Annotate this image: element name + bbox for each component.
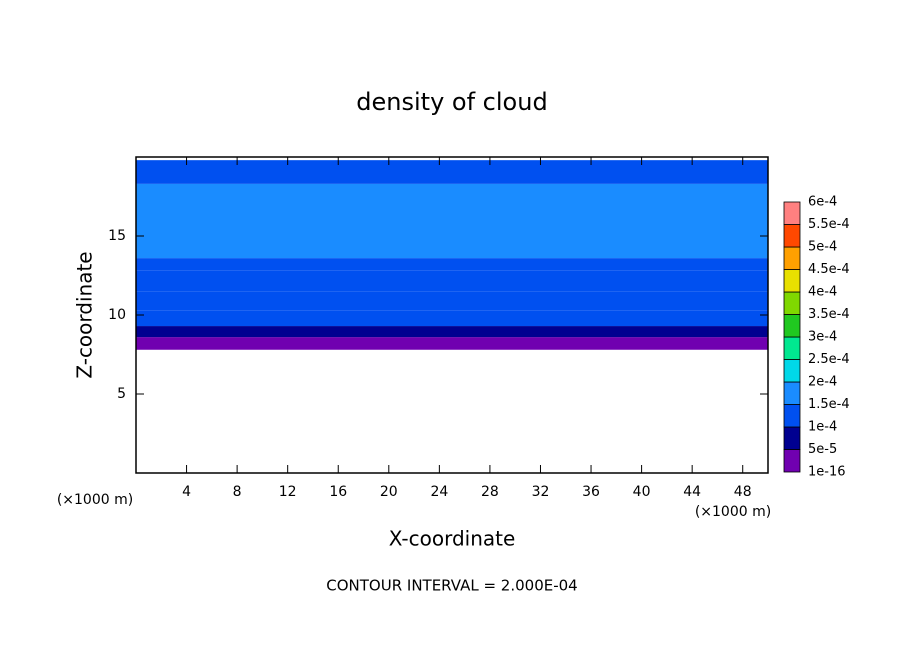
colorbar-label: 3.5e-4 xyxy=(808,307,850,322)
x-unit: (×1000 m) xyxy=(695,504,771,520)
x-tick-label: 16 xyxy=(329,484,347,500)
colorbar-label: 4e-4 xyxy=(808,285,837,300)
contour-band xyxy=(136,291,768,311)
colorbar-box xyxy=(783,224,801,248)
contour-band xyxy=(136,337,768,350)
colorbar-label: 2.5e-4 xyxy=(808,352,850,367)
x-tick-label: 24 xyxy=(430,484,448,500)
x-tick-label: 48 xyxy=(734,484,752,500)
contour-band xyxy=(136,183,768,259)
x-tick-label: 44 xyxy=(683,484,701,500)
colorbar-label: 4.5e-4 xyxy=(808,262,850,277)
colorbar-label: 5e-5 xyxy=(808,442,837,457)
colorbar-box xyxy=(783,336,801,360)
contour-band xyxy=(136,160,768,184)
x-tick-label: 20 xyxy=(380,484,398,500)
colorbar-box xyxy=(783,449,801,473)
y-tick-label: 15 xyxy=(108,228,126,244)
colorbar-box xyxy=(783,269,801,293)
colorbar-box xyxy=(783,291,801,315)
footer-note: CONTOUR INTERVAL = 2.000E-04 xyxy=(326,577,577,595)
contour-band xyxy=(136,326,768,338)
y-tick-label: 10 xyxy=(108,307,126,323)
x-tick-label: 8 xyxy=(233,484,242,500)
colorbar-box xyxy=(783,404,801,428)
contour-band xyxy=(136,310,768,327)
colorbar-label: 2e-4 xyxy=(808,375,837,390)
x-tick-label: 32 xyxy=(532,484,550,500)
colorbar-box xyxy=(783,359,801,383)
colorbar-label: 1e-16 xyxy=(808,465,846,480)
contour-band xyxy=(136,258,768,271)
x-tick-label: 40 xyxy=(633,484,651,500)
x-axis-label: X-coordinate xyxy=(389,527,516,551)
colorbar-label: 3e-4 xyxy=(808,330,837,345)
colorbar-label: 1.5e-4 xyxy=(808,397,850,412)
colorbar-box xyxy=(783,246,801,270)
colorbar-box xyxy=(783,426,801,450)
y-unit: (×1000 m) xyxy=(57,492,133,508)
colorbar-label: 1e-4 xyxy=(808,420,837,435)
chart-title: density of cloud xyxy=(356,88,547,116)
colorbar-label: 6e-4 xyxy=(808,195,837,210)
colorbar-box xyxy=(783,201,801,225)
y-tick-label: 5 xyxy=(117,386,126,402)
y-axis-label: Z-coordinate xyxy=(73,251,97,378)
x-tick-label: 12 xyxy=(279,484,297,500)
x-tick-label: 36 xyxy=(582,484,600,500)
x-tick-label: 28 xyxy=(481,484,499,500)
colorbar-box xyxy=(783,381,801,405)
colorbar-box xyxy=(783,314,801,338)
contour-band xyxy=(136,270,768,292)
x-tick-label: 4 xyxy=(182,484,191,500)
colorbar-label: 5e-4 xyxy=(808,240,837,255)
colorbar-label: 5.5e-4 xyxy=(808,217,850,232)
